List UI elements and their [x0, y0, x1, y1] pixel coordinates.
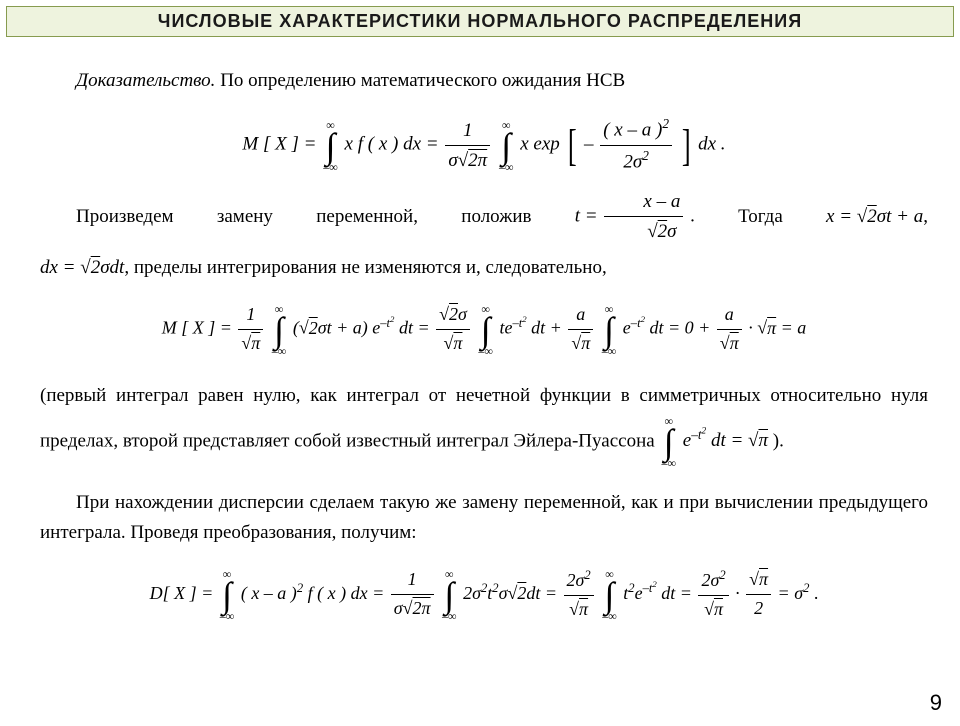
paragraph-3: dx = √2σdt, пределы интегрирования не из… — [40, 253, 928, 282]
paragraph-2: Произведем замену переменной, положив t … — [40, 187, 928, 247]
paragraph-4: (первый интеграл равен нулю, как интегра… — [40, 377, 928, 469]
p1-rest: По определению математического ожидания … — [215, 70, 625, 91]
paragraph-1: Доказательство. По определению математич… — [40, 66, 928, 95]
paragraph-5: При нахождении дисперсии сделаем такую ж… — [40, 488, 928, 547]
page-title: ЧИСЛОВЫЕ ХАРАКТЕРИСТИКИ НОРМАЛЬНОГО РАСП… — [6, 6, 954, 37]
equation-1: M [ X ] = ∞∫–∞ x f ( x ) dx = 1σ√2π ∞∫–∞… — [40, 114, 928, 177]
content-area: Доказательство. По определению математич… — [0, 37, 960, 624]
proof-word: Доказательство. — [76, 70, 215, 91]
page-number: 9 — [930, 690, 942, 716]
equation-3: D[ X ] = ∞∫–∞ ( x – a )2 f ( x ) dx = 1σ… — [40, 566, 928, 624]
equation-2: M [ X ] = 1√π ∞∫–∞ (√2σt + a) e–t2 dt = … — [40, 301, 928, 358]
